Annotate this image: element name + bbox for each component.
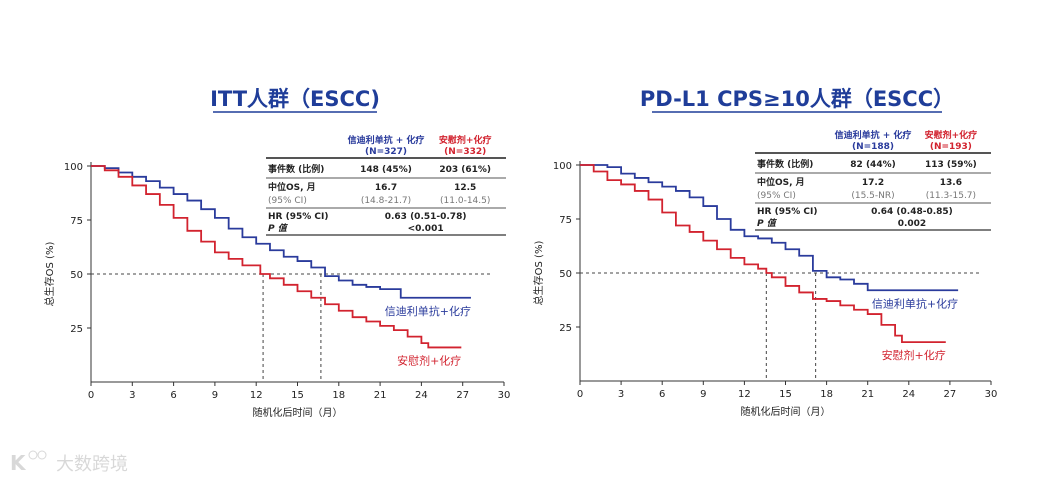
x-tick-label: 21 xyxy=(861,389,874,400)
series-label-blue: 信迪利单抗+化疗 xyxy=(385,304,471,318)
y-axis-label: 总生存OS (%) xyxy=(532,241,545,306)
chart-pdl1: PD-L1 CPS≥10人群（ESCC） 0 3 6 9 12 15 18 21 24 27 30 2… xyxy=(532,87,997,418)
y-tick-label: 75 xyxy=(70,216,83,227)
chart-itt: ITT人群（ESCC) 0 3 6 9 12 15 18 21 24 27 30 25 50 75 100 随… xyxy=(43,87,510,419)
x-tick-label: 3 xyxy=(129,390,135,401)
arm2-n: (N=332) xyxy=(444,147,486,157)
x-tick-label: 3 xyxy=(618,389,624,400)
p-label: P 值 xyxy=(268,223,289,234)
watermark: K 大数跨境 xyxy=(10,450,128,475)
y-axis-label: 总生存OS (%) xyxy=(43,242,56,307)
events-label: 事件数 (比例) xyxy=(757,158,813,170)
events-arm2: 113 (59%) xyxy=(925,160,977,170)
y-tick-label: 100 xyxy=(553,161,572,172)
arm2-n: (N=193) xyxy=(930,142,972,152)
x-tick-label: 9 xyxy=(212,390,218,401)
x-tick-label: 9 xyxy=(700,389,706,400)
series-label-red: 安慰剂+化疗 xyxy=(882,348,946,362)
hr-label: HR (95% CI) xyxy=(268,212,328,222)
events-label: 事件数 (比例) xyxy=(268,163,324,175)
y-tick-label: 25 xyxy=(559,323,572,334)
events-arm2: 203 (61%) xyxy=(439,165,491,175)
p-label: P 值 xyxy=(757,218,778,229)
x-tick-label: 6 xyxy=(170,390,176,401)
x-tick-label: 12 xyxy=(250,390,263,401)
km-curve-red xyxy=(580,164,946,344)
ci-label: (95% CI) xyxy=(268,196,307,206)
x-tick-label: 18 xyxy=(820,389,833,400)
arm1-n: (N=188) xyxy=(852,142,894,152)
events-arm1: 148 (45%) xyxy=(360,165,412,175)
ci-arm1: (14.8-21.7) xyxy=(361,196,411,206)
y-tick-label: 75 xyxy=(559,215,572,226)
x-tick-label: 0 xyxy=(88,390,94,401)
svg-text:K: K xyxy=(10,451,27,475)
arm1-n: (N=327) xyxy=(365,147,407,157)
x-tick-label: 30 xyxy=(985,389,998,400)
median-label: 中位OS, 月 xyxy=(268,181,316,193)
x-tick-label: 24 xyxy=(902,389,915,400)
median-arm2: 12.5 xyxy=(454,183,476,193)
arm2-header: 安慰剂+化疗 xyxy=(439,134,492,146)
median-arm2: 13.6 xyxy=(940,178,962,188)
x-tick-label: 18 xyxy=(332,390,345,401)
hr-label: HR (95% CI) xyxy=(757,207,817,217)
ci-label: (95% CI) xyxy=(757,191,796,201)
ci-arm2: (11.3-15.7) xyxy=(926,191,976,201)
events-arm1: 82 (44%) xyxy=(850,160,895,170)
x-tick-label: 0 xyxy=(577,389,583,400)
y-tick-label: 100 xyxy=(64,162,83,173)
y-tick-label: 50 xyxy=(559,269,572,280)
y-tick-label: 25 xyxy=(70,324,83,335)
x-tick-label: 27 xyxy=(944,389,957,400)
x-tick-label: 15 xyxy=(779,389,792,400)
arm2-header: 安慰剂+化疗 xyxy=(925,129,978,141)
hr-value: 0.64 (0.48-0.85) xyxy=(871,207,953,217)
x-axis-label: 随机化后时间（月） xyxy=(253,406,343,419)
median-label: 中位OS, 月 xyxy=(757,176,805,188)
arm1-header: 信迪利单抗 + 化疗 xyxy=(835,129,912,141)
arm1-header: 信迪利单抗 + 化疗 xyxy=(348,134,425,146)
chart-title: ITT人群（ESCC) xyxy=(210,87,380,111)
km-curve-red xyxy=(91,165,462,349)
p-value: 0.002 xyxy=(898,219,926,229)
x-tick-label: 27 xyxy=(456,390,469,401)
ci-arm1: (15.5-NR) xyxy=(851,191,894,201)
ci-arm2: (11.0-14.5) xyxy=(440,196,490,206)
series-label-blue: 信迪利单抗+化疗 xyxy=(872,296,958,310)
p-value: <0.001 xyxy=(408,224,444,234)
x-tick-label: 30 xyxy=(498,390,511,401)
watermark-text: 大数跨境 xyxy=(56,454,128,475)
x-tick-label: 6 xyxy=(659,389,665,400)
median-arm1: 16.7 xyxy=(375,183,397,193)
km-curve-blue xyxy=(91,165,471,299)
median-arm1: 17.2 xyxy=(862,178,884,188)
x-tick-label: 12 xyxy=(738,389,751,400)
chart-title: PD-L1 CPS≥10人群（ESCC） xyxy=(640,87,954,111)
km-curve-blue xyxy=(580,164,959,292)
y-tick-label: 50 xyxy=(70,270,83,281)
x-tick-label: 24 xyxy=(415,390,428,401)
x-tick-label: 15 xyxy=(291,390,304,401)
x-tick-label: 21 xyxy=(374,390,387,401)
x-axis-label: 随机化后时间（月） xyxy=(741,405,831,418)
series-label-red: 安慰剂+化疗 xyxy=(397,353,461,367)
hr-value: 0.63 (0.51-0.78) xyxy=(385,212,467,222)
